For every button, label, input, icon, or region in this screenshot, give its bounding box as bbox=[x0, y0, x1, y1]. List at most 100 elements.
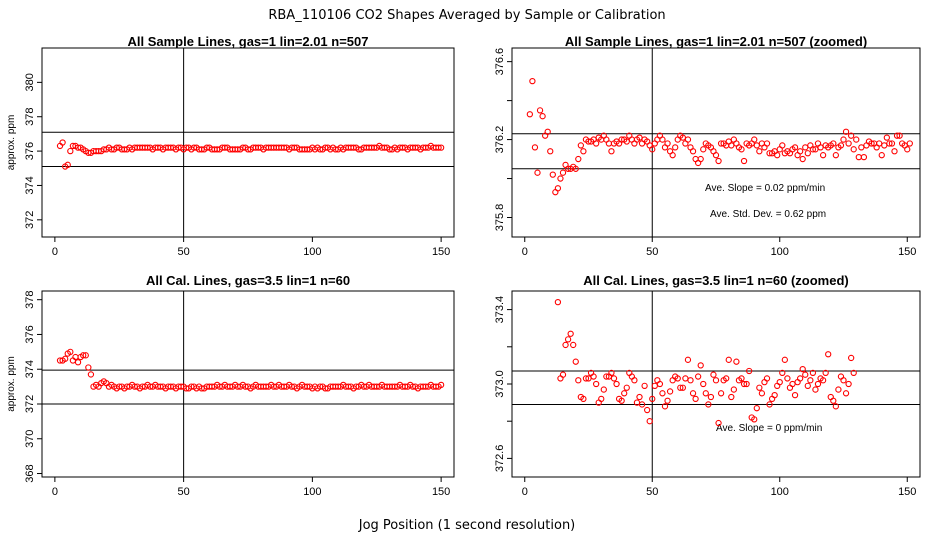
data-point bbox=[64, 161, 71, 168]
data-point bbox=[712, 152, 720, 159]
data-point bbox=[554, 299, 562, 306]
data-point bbox=[682, 375, 689, 382]
data-point bbox=[559, 169, 567, 176]
data-point bbox=[799, 365, 806, 373]
data-point bbox=[802, 144, 809, 151]
data-point bbox=[799, 155, 806, 163]
data-point bbox=[819, 152, 827, 159]
data-point bbox=[659, 136, 666, 143]
data-point bbox=[590, 373, 597, 380]
data-point bbox=[840, 136, 847, 143]
plot-frame bbox=[511, 47, 921, 238]
data-point bbox=[559, 371, 567, 378]
data-point bbox=[837, 142, 845, 149]
data-point bbox=[598, 395, 605, 403]
data-point bbox=[858, 144, 865, 151]
chart-panel-1: All Sample Lines, gas=1 lin=2.01 n=507 0 5… bbox=[6, 34, 455, 258]
data-point bbox=[437, 144, 445, 151]
y-axis-label: approx. ppm bbox=[6, 356, 17, 412]
plot-frame bbox=[41, 290, 455, 478]
data-point bbox=[723, 375, 730, 382]
data-point bbox=[812, 386, 819, 393]
data-point bbox=[817, 144, 824, 151]
data-point bbox=[832, 403, 839, 410]
data-point bbox=[740, 157, 748, 165]
y-tick-label: 374 bbox=[24, 360, 36, 378]
data-point bbox=[654, 377, 661, 384]
plot-frame bbox=[41, 47, 455, 238]
data-point bbox=[883, 134, 890, 141]
data-point bbox=[580, 395, 587, 403]
data-point bbox=[85, 364, 92, 371]
data-point bbox=[812, 146, 819, 153]
data-point bbox=[886, 140, 893, 147]
data-point bbox=[437, 381, 445, 389]
data-point bbox=[794, 378, 801, 386]
data-point bbox=[855, 153, 862, 161]
data-point bbox=[526, 111, 533, 118]
data-point bbox=[822, 369, 829, 376]
x-tick-label: 50 bbox=[646, 486, 658, 498]
x-tick-label: 100 bbox=[771, 486, 789, 498]
data-point bbox=[547, 148, 554, 155]
data-point bbox=[763, 140, 771, 147]
annotation-text: Ave. Std. Dev. = 0.62 ppm bbox=[710, 209, 826, 220]
data-point bbox=[756, 148, 763, 155]
x-tick-label: 0 bbox=[522, 246, 528, 258]
x-tick-label: 150 bbox=[432, 486, 450, 498]
data-point bbox=[758, 390, 766, 397]
data-point bbox=[631, 377, 638, 384]
data-point bbox=[715, 157, 722, 165]
data-point bbox=[567, 330, 574, 337]
x-tick-label: 100 bbox=[303, 246, 321, 258]
x-tick-label: 50 bbox=[646, 246, 658, 258]
data-point bbox=[756, 384, 763, 391]
data-point bbox=[649, 146, 656, 153]
data-point bbox=[695, 373, 702, 380]
data-point bbox=[529, 77, 536, 85]
y-tick-label: 372.6 bbox=[494, 445, 506, 473]
data-point bbox=[62, 355, 69, 362]
data-point bbox=[728, 142, 735, 149]
data-point bbox=[837, 373, 845, 380]
data-point bbox=[582, 375, 590, 382]
y-tick-label: 378 bbox=[24, 108, 36, 126]
data-point bbox=[82, 352, 89, 359]
data-point bbox=[733, 358, 740, 365]
x-tick-label: 150 bbox=[898, 246, 916, 258]
data-point bbox=[830, 140, 837, 147]
data-point bbox=[534, 169, 541, 176]
data-point bbox=[67, 348, 74, 355]
data-point bbox=[725, 356, 732, 363]
data-point bbox=[738, 146, 745, 153]
y-axis-label: approx. ppm bbox=[6, 115, 17, 171]
data-point bbox=[641, 382, 648, 390]
data-point bbox=[618, 397, 625, 404]
data-point bbox=[603, 373, 610, 380]
data-point bbox=[876, 140, 883, 147]
panels: All Sample Lines, gas=1 lin=2.01 n=507 0 5… bbox=[6, 34, 921, 498]
data-point bbox=[618, 136, 625, 143]
x-tick-label: 150 bbox=[898, 486, 916, 498]
data-point bbox=[786, 384, 794, 391]
data-point bbox=[738, 375, 745, 382]
data-point bbox=[774, 152, 781, 159]
data-point bbox=[804, 150, 811, 157]
data-point bbox=[797, 148, 804, 155]
data-point bbox=[575, 155, 582, 163]
x-tick-label: 50 bbox=[178, 246, 190, 258]
y-tick-label: 373.4 bbox=[494, 296, 506, 324]
data-point bbox=[814, 380, 822, 388]
data-point bbox=[868, 140, 875, 147]
data-point bbox=[570, 341, 577, 349]
y-tick-label: 376 bbox=[24, 325, 36, 343]
data-point bbox=[797, 375, 804, 382]
data-point bbox=[689, 390, 697, 397]
data-point bbox=[740, 380, 748, 388]
data-point bbox=[751, 136, 758, 143]
data-point bbox=[593, 140, 600, 147]
data-point bbox=[679, 134, 686, 141]
data-point bbox=[717, 140, 725, 147]
data-point bbox=[848, 354, 855, 362]
